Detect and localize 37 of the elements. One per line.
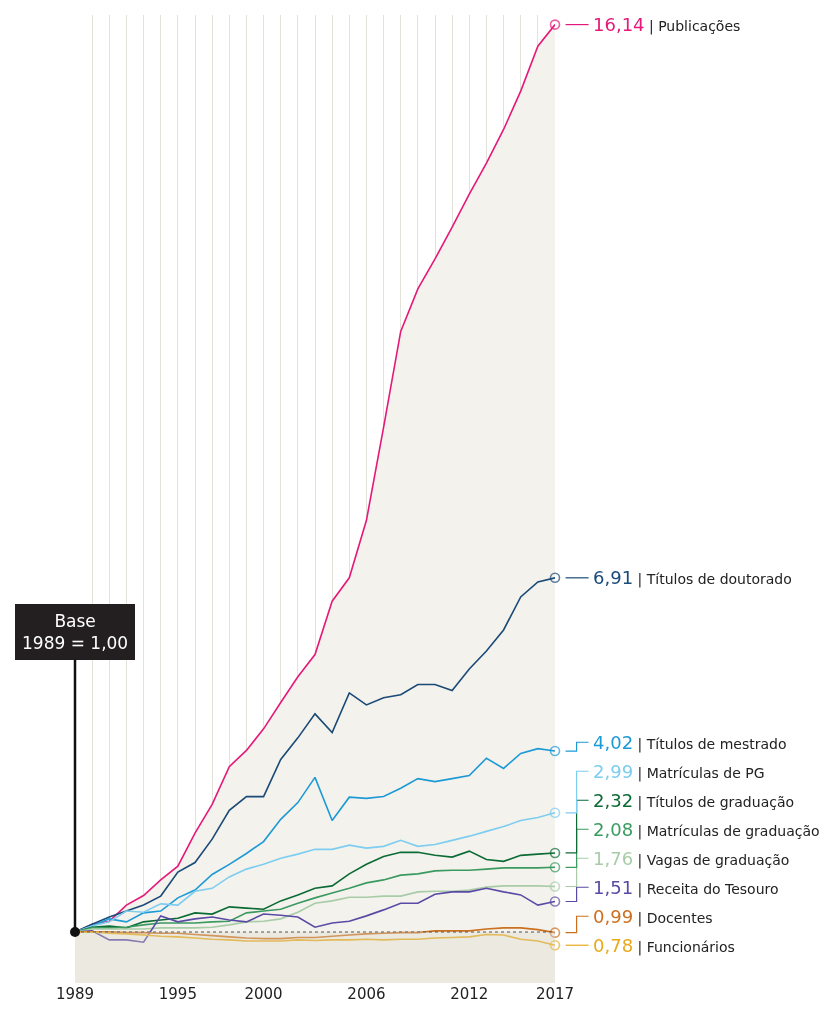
text: | Receita do Tesouro: [637, 881, 779, 897]
point: [549, 19, 561, 30]
data-label: 2,32: [593, 790, 634, 811]
point: [549, 881, 561, 892]
point: [549, 807, 561, 819]
data-label: 1,76: [593, 848, 634, 869]
point: [549, 896, 561, 907]
point: [549, 927, 561, 938]
point: [549, 862, 561, 873]
text: | Vagas de graduação: [637, 852, 790, 868]
text: | Matrículas de graduação: [637, 823, 820, 839]
x-tick-label: 1989: [55, 985, 95, 1003]
x-tick-label: 2006: [347, 985, 386, 1003]
data-label: 0,78: [593, 935, 634, 956]
point: [549, 572, 561, 584]
x-tick-label: 2012: [450, 985, 489, 1003]
point: [549, 847, 561, 859]
text: | Publicações: [648, 18, 741, 34]
text: | Títulos de mestrado: [637, 736, 787, 752]
text: | Funcionários: [637, 939, 735, 955]
x-tick-label: 2017: [535, 985, 575, 1003]
x-tick-label: 2000: [244, 985, 283, 1003]
data-label: 1,51: [593, 877, 634, 898]
point: [549, 745, 561, 757]
point: [549, 939, 561, 951]
text: | Matrículas de PG: [637, 765, 765, 781]
text: | Títulos de doutorado: [637, 571, 792, 587]
annotation: Base 1989 = 1,00: [22, 611, 129, 654]
data-label: 2,08: [593, 819, 634, 840]
data-label: 2,99: [593, 761, 634, 782]
data-label: 4,02: [593, 732, 634, 753]
text: | Docentes: [637, 910, 713, 926]
data-label: 16,14: [593, 14, 645, 35]
x-tick-label: 1995: [158, 985, 197, 1003]
data-label: 0,99: [593, 906, 634, 927]
data-label: 6,91: [593, 567, 634, 588]
text: | Títulos de graduação: [637, 794, 795, 810]
